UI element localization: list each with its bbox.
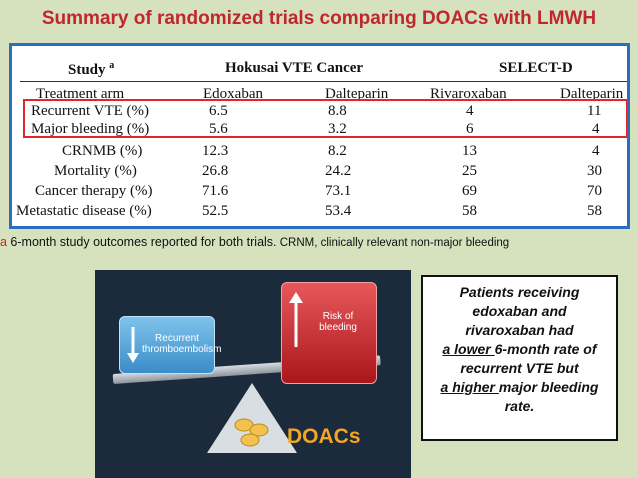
- header-rivaroxaban: Rivaroxaban: [430, 86, 507, 102]
- footnote-marker: a: [0, 235, 7, 249]
- header-dalteparin-1: Dalteparin: [325, 86, 389, 102]
- doacs-label: DOACs: [287, 425, 361, 448]
- footnote-text: 6-month study outcomes reported for both…: [6, 235, 277, 249]
- slide-title: Summary of randomized trials comparing D…: [41, 8, 597, 29]
- recurrent-thromboembolism-card: Recurrent thromboembolism: [119, 316, 222, 374]
- right-card-line1: Risk of: [322, 311, 354, 322]
- footnote: a 6-month study outcomes reported for bo…: [0, 235, 509, 249]
- table-header-trials: Study a Hokusai VTE Cancer SELECT-D: [12, 60, 627, 79]
- left-card-label: Recurrent thromboembolism: [142, 333, 222, 355]
- table-row: Metastatic disease (%) 52.5 53.4 58 58: [16, 203, 602, 219]
- header-dalteparin-2: Dalteparin: [560, 86, 624, 102]
- header-study: Study a: [68, 60, 115, 78]
- table-row: Recurrent VTE (%) 6.5 8.8 4 11: [31, 103, 602, 119]
- header-divider: [20, 81, 627, 82]
- arrow-down-icon: [127, 327, 139, 363]
- arrow-up-icon: [289, 292, 303, 347]
- header-hokusai: Hokusai VTE Cancer: [225, 60, 364, 76]
- table-header-arms: Treatment arm Edoxaban Dalteparin Rivaro…: [12, 86, 627, 105]
- right-card-line2: bleeding: [319, 322, 357, 333]
- balance-illustration: Recurrent thromboembolism Risk of bleedi…: [95, 270, 411, 478]
- header-edoxaban: Edoxaban: [203, 86, 263, 102]
- table-row: Cancer therapy (%) 71.6 73.1 69 70: [35, 183, 602, 199]
- header-select-d: SELECT-D: [499, 60, 573, 76]
- pill-icon: [234, 418, 269, 447]
- header-treatment-arm: Treatment arm: [36, 86, 125, 102]
- table-row: CRNMB (%) 12.3 8.2 13 4: [62, 143, 600, 159]
- summary-callout: Patients receiving edoxaban and rivaroxa…: [421, 275, 618, 441]
- highlight-box: [23, 99, 627, 138]
- table-row: Major bleeding (%) 5.6 3.2 6 4: [31, 121, 600, 137]
- footnote-abbreviation: CRNM, clinically relevant non-major blee…: [276, 237, 510, 249]
- results-table: Study a Hokusai VTE Cancer SELECT-D Trea…: [9, 43, 630, 229]
- risk-of-bleeding-card: Risk of bleeding: [281, 282, 377, 384]
- table-row: Mortality (%) 26.8 24.2 25 30: [54, 163, 602, 179]
